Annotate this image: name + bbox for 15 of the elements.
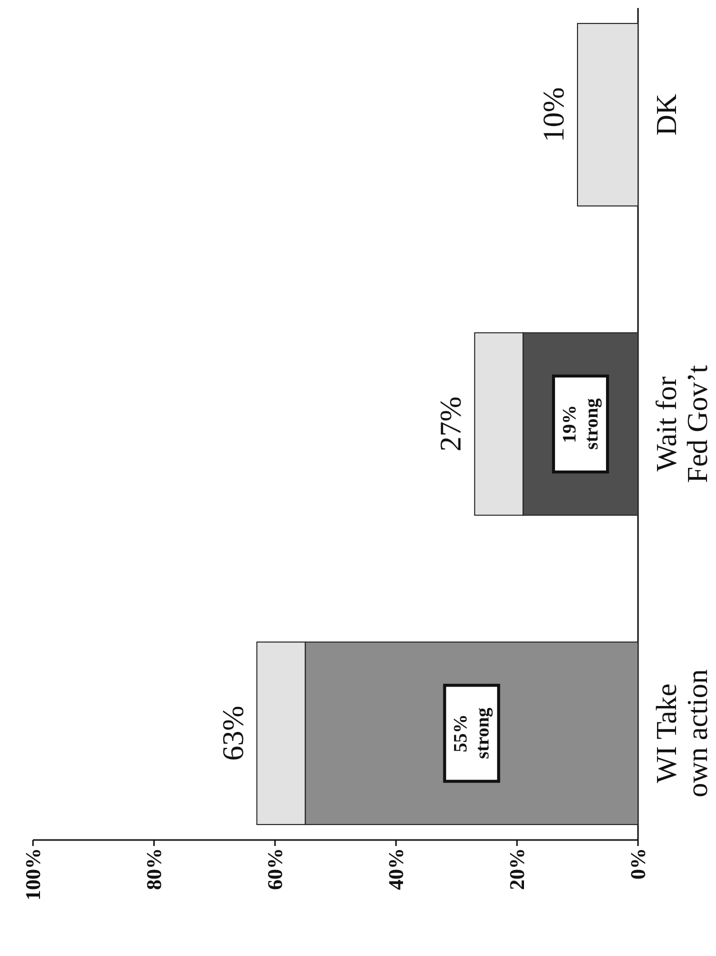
x-tick-label: 60%: [263, 848, 287, 890]
x-tick-label: 0%: [626, 848, 650, 880]
y-tick-label: Wait for Fed Gov’t: [651, 365, 714, 483]
y-tick-label: WI Take own action: [651, 668, 714, 798]
data-label: 19% strong: [560, 398, 603, 450]
total-label: 63%: [216, 706, 250, 761]
total-label: 10%: [538, 87, 570, 142]
x-tick-label: 100%: [21, 848, 45, 900]
data-label: 55% strong: [450, 707, 494, 759]
x-tick-label: 40%: [384, 848, 408, 890]
total-label: 27%: [434, 396, 468, 452]
bar: [577, 22, 638, 206]
x-tick-label: 80%: [142, 848, 166, 890]
x-tick-label: 20%: [505, 848, 529, 890]
y-tick-label: DK: [651, 94, 683, 136]
